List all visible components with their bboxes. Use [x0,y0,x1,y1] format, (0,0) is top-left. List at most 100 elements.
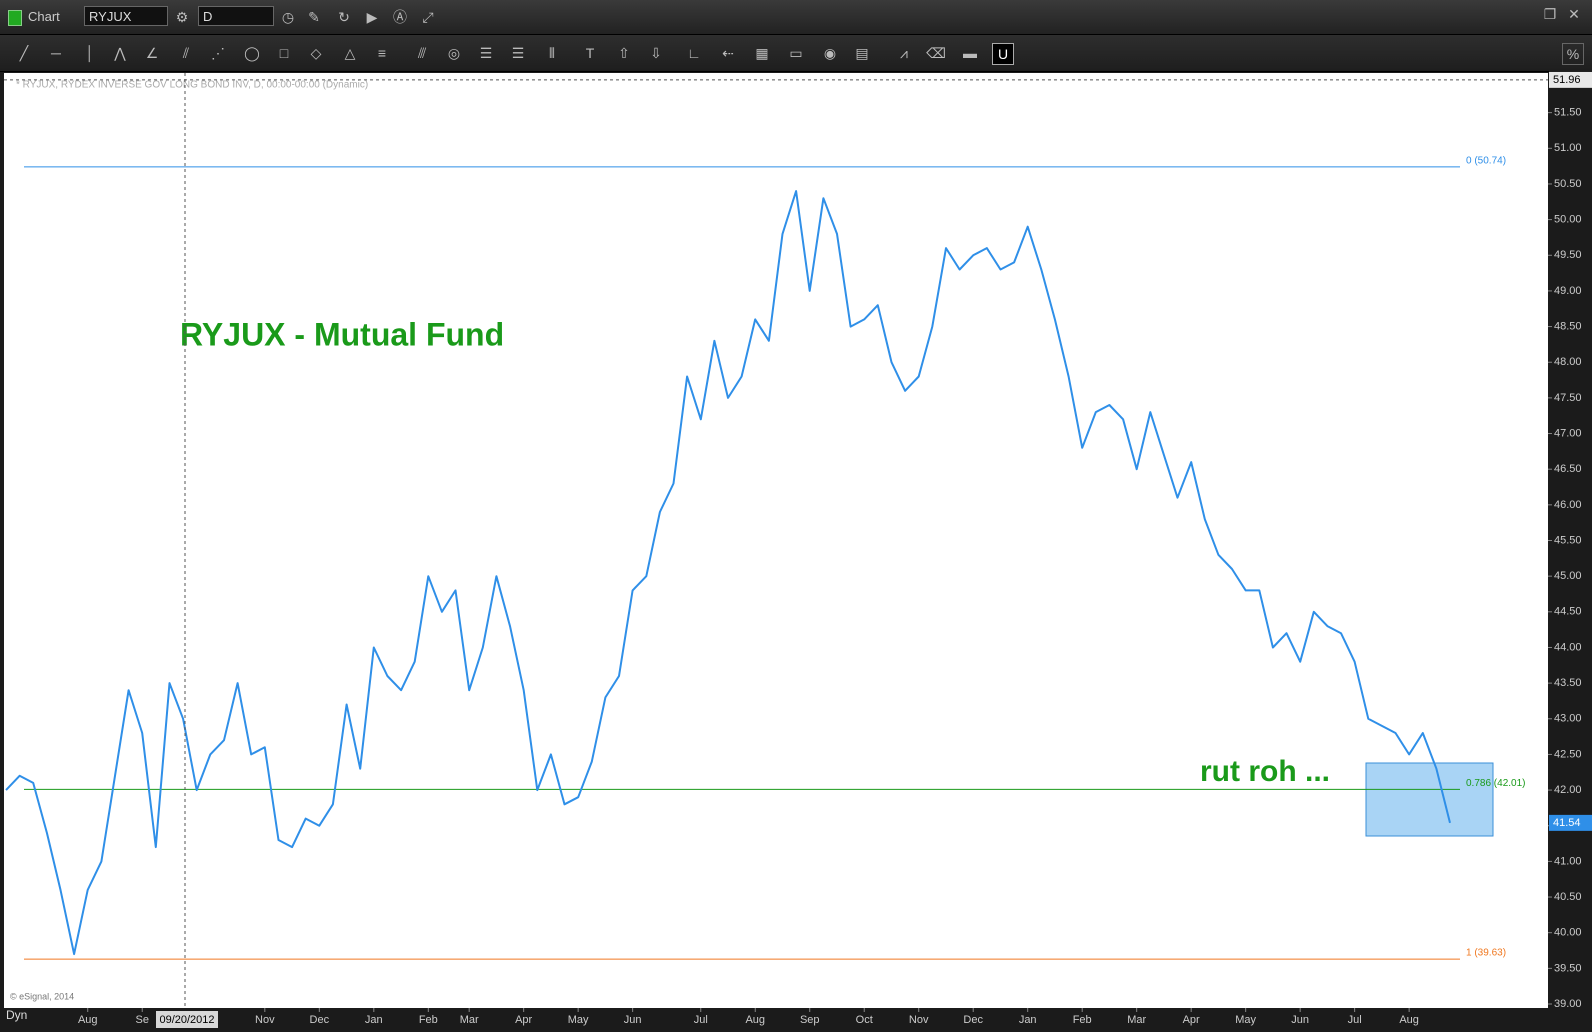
tool-pitchfork[interactable]: ≡ [377,45,387,61]
tool-mob[interactable]: ▭ [789,45,803,61]
crosshair-date: 09/20/2012 [159,1014,214,1026]
tool-pti[interactable]: ▤ [855,45,869,61]
y-tick-label: 47.00 [1554,427,1582,439]
tool-magnet[interactable]: U [992,43,1014,65]
y-tick-label: 41.00 [1554,855,1582,867]
y-tick-label: 48.50 [1554,320,1582,332]
x-tick-label: Aug [1399,1014,1419,1026]
tool-parallel[interactable]: ⫻ [417,45,427,61]
tool-diamond[interactable]: ◇ [310,45,322,61]
tool-fib-ext[interactable]: ☰ [511,45,525,61]
tool-back[interactable]: ⇠ [722,45,734,61]
x-tick-label: Jun [624,1014,642,1026]
y-tick-label: 44.00 [1554,641,1582,653]
y-tick-label: 40.00 [1554,927,1582,939]
chart-icon [8,10,22,26]
crosshair-date-box [156,1011,218,1028]
y-tick-label: 50.00 [1554,214,1582,226]
tool-vline[interactable]: │ [85,45,95,61]
crosshair-value: 51.96 [1553,74,1581,86]
y-tick-label: 51.00 [1554,142,1582,154]
tool-grid[interactable]: ▦ [755,45,769,61]
draw-button[interactable]: ✎ [308,9,320,25]
play-button[interactable]: ▶ [366,9,378,25]
chart-subtitle: * RYJUX, RYDEX INVERSE GOV LONG BOND INV… [16,80,368,91]
tool-arrow-up[interactable]: ⇧ [618,45,630,61]
tool-triangle[interactable]: △ [344,45,356,61]
x-tick-label: Mar [1127,1014,1146,1026]
x-tick-label: Jul [1348,1014,1362,1026]
link-button[interactable]: ⤢ [422,9,434,25]
tool-comment[interactable]: ▬ [963,45,977,61]
symbol-field[interactable]: RYJUX [84,6,168,26]
y-tick-label: 43.00 [1554,713,1582,725]
x-tick-label: Sep [800,1014,820,1026]
y-tick-label: 46.50 [1554,463,1582,475]
x-tick-label: Dec [310,1014,330,1026]
y-tick-label: 42.00 [1554,784,1582,796]
settings-button[interactable]: ⚙ [175,9,189,25]
tool-eraser[interactable]: ⌫ [926,45,946,61]
x-tick-label: Oct [856,1014,873,1026]
y-tick-label: 46.00 [1554,499,1582,511]
crosshair-value-box [1549,71,1592,88]
tool-text[interactable]: T [585,45,595,61]
tool-polyline[interactable]: ⋀ [114,45,126,61]
title-bar: Chart RYJUX ⚙ D ◷ ✎ ↻ ▶ Ⓐ ⤢ ❐ ✕ [0,0,1592,35]
tool-line[interactable]: ╱ [19,45,29,61]
price-line [5,190,1451,956]
tool-cycles[interactable]: ◎ [447,45,461,61]
x-tick-label: Jul [694,1014,708,1026]
x-tick-label: May [568,1014,589,1026]
last-price: 41.54 [1553,817,1581,829]
fib-level-label: 0 (50.74) [1466,155,1506,166]
y-tick-label: 49.00 [1554,285,1582,297]
y-tick-label: 47.50 [1554,392,1582,404]
x-tick-label: Feb [1073,1014,1092,1026]
tool-channel[interactable]: ⫽ [182,45,190,61]
tool-percent[interactable]: % [1562,43,1584,65]
tool-gann[interactable]: ⋰ [211,45,225,61]
tool-zigzag[interactable]: ⩘ [900,45,908,61]
refresh-button[interactable]: ↻ [338,9,350,25]
tool-fan[interactable]: ∠ [145,45,159,61]
tool-arrow-down[interactable]: ⇩ [650,45,662,61]
x-tick-label: Dec [963,1014,983,1026]
y-tick-label: 42.50 [1554,748,1582,760]
fib-level-label: 0.786 (42.01) [1466,778,1526,789]
y-tick-label: 44.50 [1554,606,1582,618]
x-tick-label: Feb [419,1014,438,1026]
tool-rect[interactable]: □ [279,45,289,61]
tool-time-zones[interactable]: ⦀ [548,45,556,61]
x-tick-label: Se [135,1014,148,1026]
copyright: © eSignal, 2014 [10,991,74,1001]
y-tick-label: 49.50 [1554,249,1582,261]
annotation: rut roh ... [1200,755,1330,788]
y-tick-label: 39.00 [1554,998,1582,1010]
x-tick-label: Mar [460,1014,479,1026]
x-tick-label: Jan [1019,1014,1037,1026]
x-tick-label: Jan [365,1014,383,1026]
time-button[interactable]: ◷ [281,9,295,25]
tool-hline[interactable]: ─ [51,45,61,61]
last-price-box [1549,814,1592,831]
close-button[interactable]: ✕ [1568,6,1580,22]
interval-field[interactable]: D [198,6,274,26]
tool-fib-ret[interactable]: ☰ [479,45,493,61]
y-tick-label: 45.00 [1554,570,1582,582]
tool-ellipse[interactable]: ◯ [244,45,260,61]
auto-button[interactable]: Ⓐ [393,9,407,25]
y-tick-label: 45.50 [1554,534,1582,546]
mode-label: Dyn [6,1008,27,1022]
chart-title: RYJUX - Mutual Fund [180,316,504,352]
y-tick-label: 39.50 [1554,962,1582,974]
highlight-box [1365,762,1494,837]
restore-button[interactable]: ❐ [1543,6,1557,22]
tool-angle[interactable]: ∟ [687,45,701,61]
fib-level-label: 1 (39.63) [1466,948,1506,959]
tool-eye[interactable]: ◉ [823,45,837,61]
window-title: Chart [28,9,60,24]
drawing-toolbar: ╱ ─ │ ⋀ ∠ ⫽ ⋰ ◯ □ ◇ △ ≡ ⫻ ◎ ☰ ☰ ⦀ T ⇧ ⇩ … [0,35,1592,72]
